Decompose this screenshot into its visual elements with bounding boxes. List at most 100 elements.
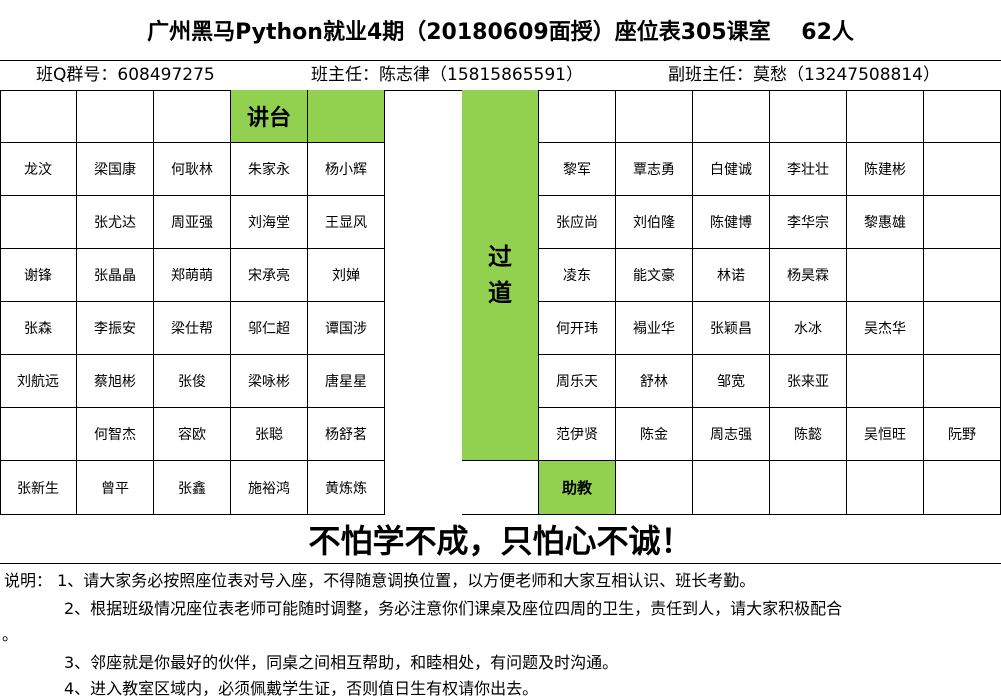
seat-cell: 张颖昌	[693, 302, 770, 355]
seat-cell	[0, 196, 77, 249]
seat-cell: 范伊贤	[539, 408, 616, 461]
seat-cell: 邹宽	[693, 355, 770, 408]
seat-cell: 何智杰	[77, 408, 154, 461]
seat-cell: 邬仁超	[231, 302, 308, 355]
note-line-1: 说明： 1、请大家务必按照座位表对号入座，不得随意调换位置，以方便老师和大家互相…	[4, 571, 756, 590]
aisle-label-2: 道	[488, 279, 512, 307]
seat-cell	[924, 249, 1001, 302]
seat-cell	[770, 461, 847, 515]
sheet-title: 广州黑马Python就业4期（20180609面授）座位表305课室 62人	[0, 0, 1001, 61]
seat-cell: 张晶晶	[77, 249, 154, 302]
seat-cell: 能文豪	[616, 249, 693, 302]
seat-cell: 杨舒茗	[308, 408, 385, 461]
seat-cell: 何开玮	[539, 302, 616, 355]
seat-cell: 梁仕帮	[154, 302, 231, 355]
seat-cell	[693, 90, 770, 143]
seat-cell: 张尤达	[77, 196, 154, 249]
note-line-3: 3、邻座就是你最好的伙伴，同桌之间相互帮助，和睦相处，有问题及时沟通。	[64, 653, 619, 672]
seat-cell	[616, 461, 693, 515]
seat-cell: 施裕鸿	[231, 461, 308, 515]
seat-cell: 阮野	[924, 408, 1001, 461]
seat-cell: 龙汶	[0, 143, 77, 196]
seat-cell: 杨昊霖	[770, 249, 847, 302]
podium-cell: 讲台	[231, 90, 308, 143]
seat-cell: 黄炼炼	[308, 461, 385, 515]
aisle-label-1: 过	[488, 243, 512, 271]
seat-cell: 唐星星	[308, 355, 385, 408]
seat-cell	[847, 249, 924, 302]
seat-cell: 张应尚	[539, 196, 616, 249]
seat-cell	[77, 90, 154, 143]
seat-cell	[0, 90, 77, 143]
seat-cell: 谢锋	[0, 249, 77, 302]
seat-cell	[847, 355, 924, 408]
seat-cell	[924, 196, 1001, 249]
seat-cell: 宋承亮	[231, 249, 308, 302]
seat-cell: 周志强	[693, 408, 770, 461]
aisle-bottom-cell	[462, 461, 539, 515]
seat-cell: 吴杰华	[847, 302, 924, 355]
seat-cell: 谭国涉	[308, 302, 385, 355]
seat-cell: 刘航远	[0, 355, 77, 408]
seat-cell	[539, 90, 616, 143]
seat-cell: 凌东	[539, 249, 616, 302]
seat-cell: 朱家永	[231, 143, 308, 196]
notes-section: 说明： 1、请大家务必按照座位表对号入座，不得随意调换位置，以方便老师和大家互相…	[0, 563, 1001, 698]
seat-cell: 张新生	[0, 461, 77, 515]
seat-cell: 梁国康	[77, 143, 154, 196]
seat-cell: 郑萌萌	[154, 249, 231, 302]
seat-cell	[770, 90, 847, 143]
seat-cell	[924, 90, 1001, 143]
seat-cell	[924, 355, 1001, 408]
seat-cell	[924, 302, 1001, 355]
seat-cell: 李华宗	[770, 196, 847, 249]
seat-cell	[616, 90, 693, 143]
seat-cell: 舒林	[616, 355, 693, 408]
seat-cell	[693, 461, 770, 515]
seat-cell	[924, 461, 1001, 515]
seat-cell: 张森	[0, 302, 77, 355]
seat-cell: 刘婵	[308, 249, 385, 302]
teaching-assistant-cell: 助教	[539, 461, 616, 515]
seat-cell: 周亚强	[154, 196, 231, 249]
seat-cell: 刘伯隆	[616, 196, 693, 249]
motto: 不怕学不成，只怕心不诚！	[0, 515, 1001, 564]
seat-cell: 杨小辉	[308, 143, 385, 196]
seat-cell: 何耿林	[154, 143, 231, 196]
seat-cell: 黎军	[539, 143, 616, 196]
seat-grid: 讲台 龙汶 梁国康 何耿林 朱家永 杨小辉 黎军 覃志勇 白健诚 李壮壮 陈建彬 张尤达 周亚强 刘海堂王…	[0, 90, 1001, 515]
seat-cell: 水冰	[770, 302, 847, 355]
seat-cell: 陈懿	[770, 408, 847, 461]
seat-cell	[847, 90, 924, 143]
seat-cell: 张来亚	[770, 355, 847, 408]
seat-cell: 张聪	[231, 408, 308, 461]
head-teacher-info: 班主任：陈志律（15815865591）	[311, 65, 583, 85]
seat-cell: 张鑫	[154, 461, 231, 515]
seat-cell: 李振安	[77, 302, 154, 355]
seat-cell: 李壮壮	[770, 143, 847, 196]
note-line-2-continued: 。	[2, 625, 19, 644]
aisle-cell: 过道	[462, 90, 539, 461]
seat-cell	[847, 461, 924, 515]
seat-cell: 陈建彬	[847, 143, 924, 196]
podium-extension-cell	[308, 90, 385, 143]
seat-cell: 陈健博	[693, 196, 770, 249]
seat-cell: 张俊	[154, 355, 231, 408]
seat-cell: 吴恒旺	[847, 408, 924, 461]
seat-cell: 褟业华	[616, 302, 693, 355]
seat-cell: 白健诚	[693, 143, 770, 196]
seat-cell: 蔡旭彬	[77, 355, 154, 408]
assistant-teacher-info: 副班主任：莫愁（13247508814）	[668, 65, 940, 85]
seat-cell	[0, 408, 77, 461]
seat-cell: 曾平	[77, 461, 154, 515]
seat-cell	[924, 143, 1001, 196]
note-line-2: 2、根据班级情况座位表老师可能随时调整，务必注意你们课桌及座位四周的卫生，责任到…	[64, 599, 843, 618]
seat-cell: 周乐天	[539, 355, 616, 408]
seat-cell: 林诺	[693, 249, 770, 302]
seat-cell: 王显风	[308, 196, 385, 249]
seat-cell: 陈金	[616, 408, 693, 461]
seat-cell: 黎惠雄	[847, 196, 924, 249]
seat-cell: 梁咏彬	[231, 355, 308, 408]
seat-cell: 容欧	[154, 408, 231, 461]
